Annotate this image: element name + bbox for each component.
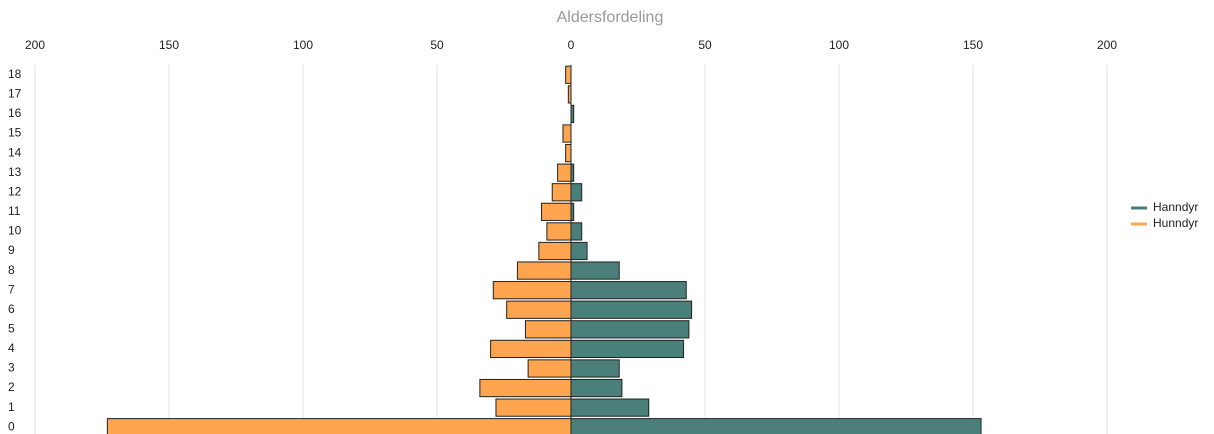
bar	[479, 378, 572, 398]
bar	[570, 398, 650, 417]
bar	[570, 339, 685, 359]
bar	[506, 300, 572, 319]
x-tick-label: 200	[1097, 38, 1117, 52]
y-tick-label: 0	[8, 419, 15, 433]
bar	[570, 418, 982, 434]
bar	[538, 241, 572, 261]
bar	[562, 124, 572, 143]
bar	[570, 261, 620, 280]
y-tick-label: 16	[8, 106, 22, 120]
chart-title: Aldersfordeling	[557, 9, 664, 26]
bar	[570, 320, 690, 339]
bar	[541, 202, 572, 221]
bar	[495, 398, 572, 417]
bar	[570, 300, 693, 319]
bar	[106, 418, 572, 434]
x-tick-label: 150	[159, 38, 179, 52]
bar	[551, 183, 572, 202]
bar	[570, 183, 583, 202]
bar	[492, 281, 572, 300]
bar	[570, 359, 620, 378]
y-tick-label: 8	[8, 263, 15, 277]
bar	[557, 163, 572, 182]
y-tick-label: 13	[8, 165, 22, 179]
y-tick-label: 17	[8, 87, 22, 101]
bar	[570, 281, 687, 300]
y-tick-label: 2	[8, 380, 15, 394]
y-tick-label: 6	[8, 302, 15, 316]
y-tick-label: 11	[8, 204, 21, 218]
x-tick-label: 200	[25, 38, 45, 52]
x-tick-label: 150	[963, 38, 983, 52]
y-tick-label: 9	[8, 243, 15, 257]
bar	[524, 320, 572, 339]
x-tick-label: 100	[829, 38, 849, 52]
legend-label: Hunndyr	[1153, 216, 1198, 230]
y-tick-label: 4	[8, 341, 15, 355]
y-tick-label: 14	[8, 145, 22, 159]
bar	[527, 359, 572, 378]
bar	[570, 222, 583, 241]
bar	[570, 378, 623, 398]
y-tick-label: 7	[8, 282, 15, 296]
bar	[490, 339, 572, 359]
x-tick-label: 0	[568, 38, 575, 52]
bar	[565, 65, 572, 84]
x-tick-label: 50	[698, 38, 712, 52]
x-tick-label: 50	[430, 38, 444, 52]
bar	[565, 143, 572, 163]
y-tick-label: 12	[8, 184, 22, 198]
x-tick-label: 100	[293, 38, 313, 52]
y-tick-label: 1	[8, 400, 15, 414]
y-tick-label: 10	[8, 224, 22, 238]
y-tick-label: 18	[8, 67, 22, 81]
bar	[546, 222, 572, 241]
y-tick-label: 3	[8, 361, 15, 375]
bar	[570, 241, 588, 261]
y-tick-label: 15	[8, 126, 22, 140]
bar	[516, 261, 572, 280]
y-tick-label: 5	[8, 321, 15, 335]
legend-label: Hanndyr	[1153, 200, 1198, 214]
